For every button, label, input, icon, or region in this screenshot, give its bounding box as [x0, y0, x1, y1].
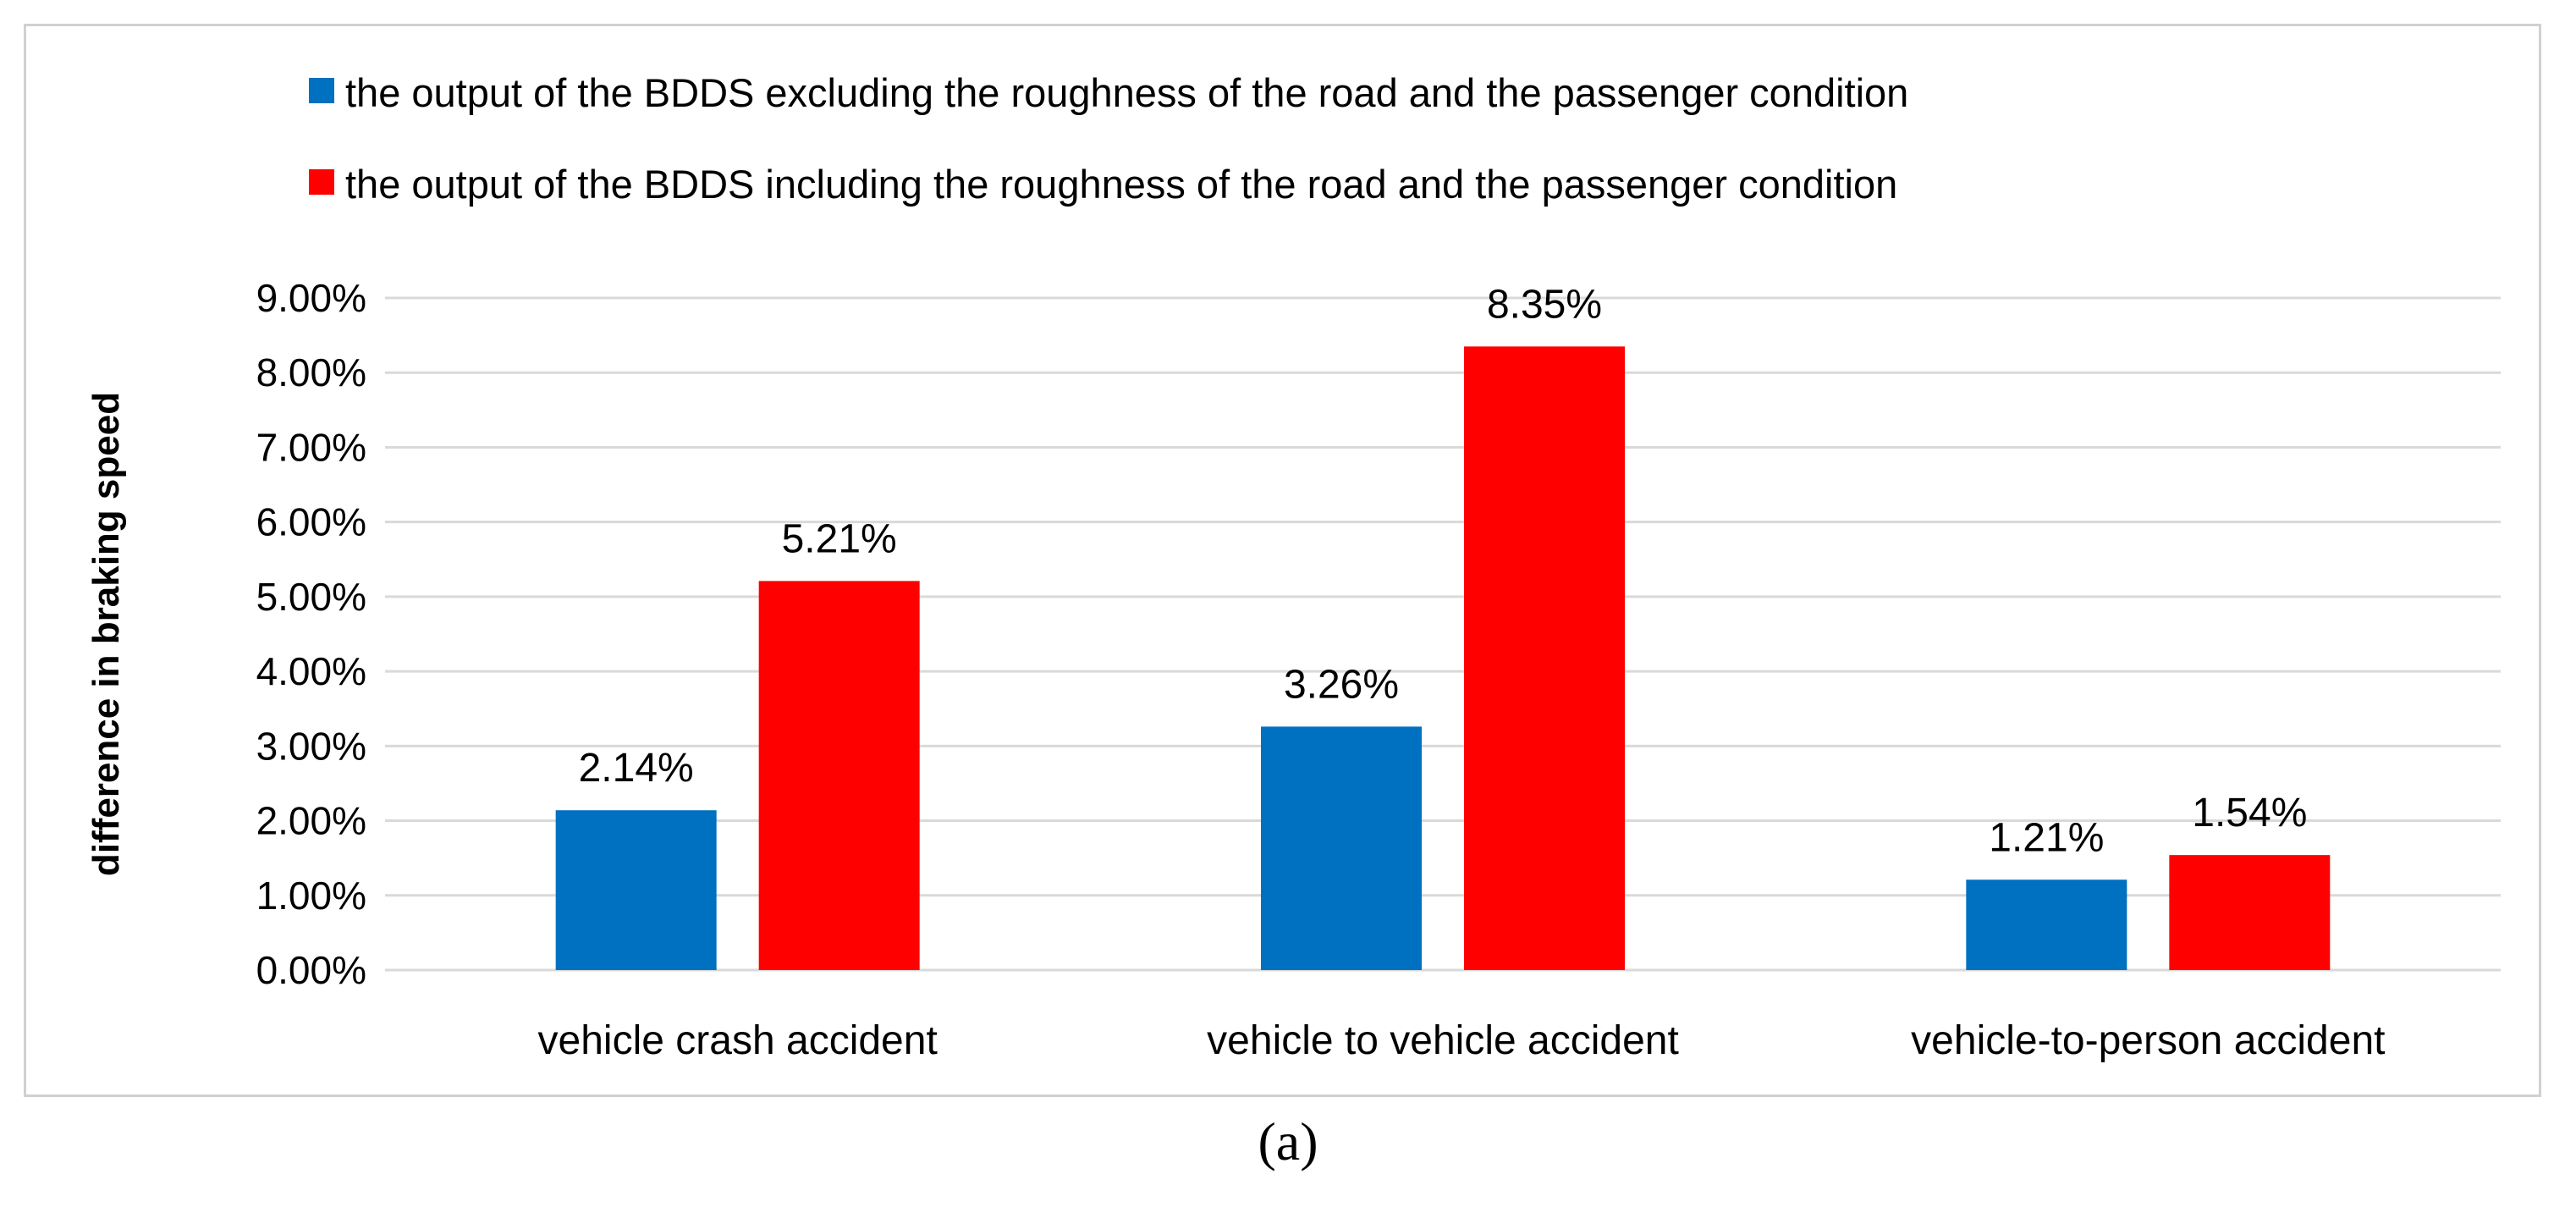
bar-series1-3: [1966, 879, 2127, 970]
data-label: 5.21%: [782, 516, 897, 561]
bar-series1-2: [1261, 726, 1422, 970]
y-tick-label: 4.00%: [256, 649, 366, 693]
legend-label: the output of the BDDS excluding the rou…: [345, 70, 1908, 115]
bar-series1-1: [555, 810, 717, 970]
data-label: 2.14%: [579, 746, 694, 791]
y-tick-label: 6.00%: [256, 500, 366, 544]
y-tick-label: 7.00%: [256, 425, 366, 469]
x-category-label: vehicle-to-person accident: [1911, 1018, 2385, 1063]
y-tick-label: 1.00%: [256, 874, 366, 918]
y-tick-label: 5.00%: [256, 575, 366, 619]
y-axis-title: difference in braking speed: [85, 392, 127, 876]
data-label: 1.21%: [1989, 815, 2104, 860]
y-tick-label: 2.00%: [256, 799, 366, 843]
figure-caption: (a): [1258, 1111, 1318, 1172]
legend-swatch: [309, 78, 334, 103]
data-label: 3.26%: [1284, 662, 1399, 707]
bar-chart: 0.00% 1.00% 2.00% 3.00% 4.00% 5.00% 6.00% 7.00%…: [85, 70, 2501, 1063]
legend-label: the output of the BDDS including the rou…: [345, 162, 1897, 207]
legend-swatch: [309, 169, 334, 195]
bar-series2-2: [1464, 346, 1625, 970]
data-label: 8.35%: [1487, 282, 1602, 327]
x-category-label: vehicle to vehicle accident: [1207, 1018, 1679, 1063]
y-tick-label: 3.00%: [256, 724, 366, 768]
bar-series2-1: [758, 581, 920, 970]
y-tick-label: 8.00%: [256, 350, 366, 394]
data-label: 1.54%: [2192, 791, 2307, 835]
y-tick-label: 0.00%: [256, 948, 366, 992]
bar-series2-3: [2169, 855, 2331, 970]
x-category-label: vehicle crash accident: [538, 1018, 938, 1063]
y-tick-label: 9.00%: [256, 276, 366, 320]
